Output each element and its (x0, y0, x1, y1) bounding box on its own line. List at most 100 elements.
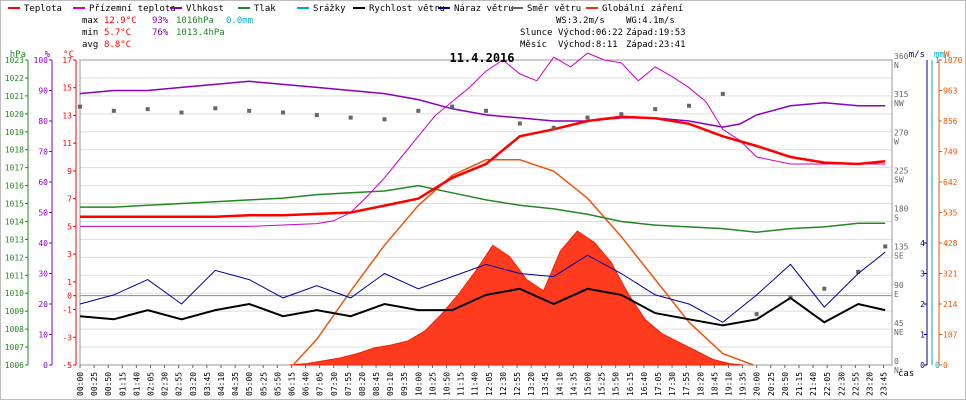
humidity-tick-label: 80 (38, 117, 48, 126)
x-tick-label: 06:40 (302, 372, 311, 396)
wind-direction-point (348, 115, 353, 120)
info-panel: WS:3.2m/s WG:4.1m/s Slunce Východ:06:22 … (520, 16, 686, 50)
rain-axis-label: mm (934, 50, 945, 60)
x-tick-label: 21:40 (809, 372, 818, 396)
left-axes: hPa1006100710081009101010111012101310141… (5, 50, 77, 370)
x-tick-label: 02:30 (161, 372, 170, 396)
humidity-tick-label: 10 (38, 331, 48, 340)
x-tick-label: 12:55 (513, 372, 522, 396)
x-tick-label: 22:55 (851, 372, 860, 396)
wind-direction-tick-label: 45 (894, 319, 904, 328)
x-tick-label: 22:05 (823, 372, 832, 396)
stats-panel: max 12.9°C 93% 1016hPa 0.0mm min 5.7°C 7… (82, 16, 253, 50)
x-tick-label: 04:35 (231, 372, 240, 396)
wind-direction-tick-label: N (894, 366, 899, 375)
pressure-tick-label: 1022 (5, 74, 24, 83)
humidity-tick-label: 30 (38, 270, 48, 279)
plot-area (78, 52, 893, 366)
temperature-axis-label: °C (63, 50, 74, 60)
legend-label: Rychlost větru (369, 4, 445, 14)
legend: Teplota Přízemní teplota Vlhkost Tlak Srážky… (8, 4, 683, 14)
wind-direction-point (484, 108, 488, 113)
temperature-tick-label: 15 (62, 84, 72, 93)
radiation-tick-label: 535 (943, 209, 958, 218)
x-tick-label: 18:20 (696, 372, 705, 396)
rain-tick-label: 0 (935, 361, 940, 370)
wind-direction-point (450, 104, 455, 109)
x-tick-label: 14:35 (569, 372, 578, 396)
wind-direction-point (585, 115, 590, 120)
stats-min-temp: 5.7°C (104, 28, 131, 38)
wind-direction-tick-label: 135 (894, 243, 909, 252)
radiation-tick-label: 1070 (943, 56, 962, 65)
x-tick-label: 21:15 (795, 372, 804, 396)
legend-label: Náraz větru (454, 4, 514, 14)
pressure-tick-label: 1015 (5, 200, 24, 209)
wind-direction-point (416, 108, 421, 113)
x-tick-label: 17:05 (654, 372, 663, 396)
ground-temperature-line (80, 52, 886, 227)
radiation-area (289, 230, 744, 366)
pressure-tick-label: 1008 (5, 325, 24, 334)
humidity-axis-label: % (45, 50, 51, 60)
x-tick-label: 13:45 (541, 372, 550, 396)
x-tick-label: 07:55 (344, 372, 353, 396)
wind-direction-point (720, 91, 725, 96)
radiation-tick-label: 321 (943, 270, 958, 279)
stats-min-pressure: 1013.4hPa (176, 28, 225, 38)
x-tick-label: 10:25 (428, 372, 437, 396)
humidity-tick-label: 40 (38, 239, 48, 248)
legend-label: Tlak (254, 4, 276, 14)
wind-gust-line (79, 251, 886, 323)
wind-direction-point (179, 110, 184, 115)
temperature-tick-label: 13 (62, 111, 72, 120)
wind-speed-tick-label: 4 (920, 239, 925, 248)
wind-direction-point (382, 117, 387, 122)
info-moon-label: Měsíc (520, 40, 547, 50)
wind-direction-tick-label: N (894, 61, 899, 70)
x-tick-label: 10:00 (414, 372, 423, 396)
temperature-tick-label: -5 (62, 361, 72, 370)
wind-direction-tick-label: NW (894, 99, 904, 108)
wind-direction-point (281, 110, 285, 115)
x-tick-label: 20:00 (753, 372, 762, 396)
info-sunset: Západ:19:53 (626, 28, 686, 38)
temperature-tick-label: 3 (67, 250, 72, 259)
info-sun-label: Slunce (520, 28, 553, 38)
pressure-axis-label: hPa (10, 50, 26, 60)
wind-speed-tick-label: 2 (920, 300, 925, 309)
x-tick-label: 15:00 (584, 372, 593, 396)
temperature-tick-label: 9 (67, 167, 72, 176)
x-tick-label: 19:35 (739, 372, 748, 396)
wind-direction-tick-label: SW (894, 175, 904, 184)
info-moonrise: Východ:8:11 (558, 40, 618, 50)
humidity-tick-label: 20 (38, 300, 48, 309)
info-moonset: Západ:23:41 (626, 40, 686, 50)
pressure-tick-label: 1017 (5, 164, 24, 173)
pressure-tick-label: 1020 (5, 110, 24, 119)
wind-direction-point (145, 107, 150, 112)
chart-title: 11.4.2016 (449, 51, 514, 65)
stats-min-humidity: 76% (152, 28, 169, 38)
pressure-tick-label: 1010 (5, 289, 24, 298)
wind-direction-tick-label: SE (894, 252, 904, 261)
stats-max-pressure: 1016hPa (176, 16, 214, 26)
x-tick-label: 13:20 (527, 372, 536, 396)
wind-direction-point (517, 121, 522, 126)
legend-label: Vlhkost (186, 4, 224, 14)
x-tick-label: 02:05 (146, 372, 155, 396)
humidity-tick-label: 0 (43, 361, 48, 370)
stats-min-label: min (82, 28, 98, 38)
radiation-theoretical-line (292, 159, 754, 366)
x-tick-label: 05:00 (245, 372, 254, 396)
pressure-tick-label: 1014 (5, 217, 24, 226)
pressure-tick-label: 1007 (5, 343, 24, 352)
pressure-tick-label: 1006 (5, 361, 24, 370)
legend-label: Globální záření (602, 4, 683, 14)
x-tick-label: 05:50 (273, 372, 282, 396)
x-tick-label: 00:50 (104, 372, 113, 396)
x-tick-label: 11:40 (471, 372, 480, 396)
pressure-tick-label: 1021 (5, 92, 24, 101)
wind-direction-tick-label: 315 (894, 90, 909, 99)
wind-direction-point (653, 107, 658, 112)
